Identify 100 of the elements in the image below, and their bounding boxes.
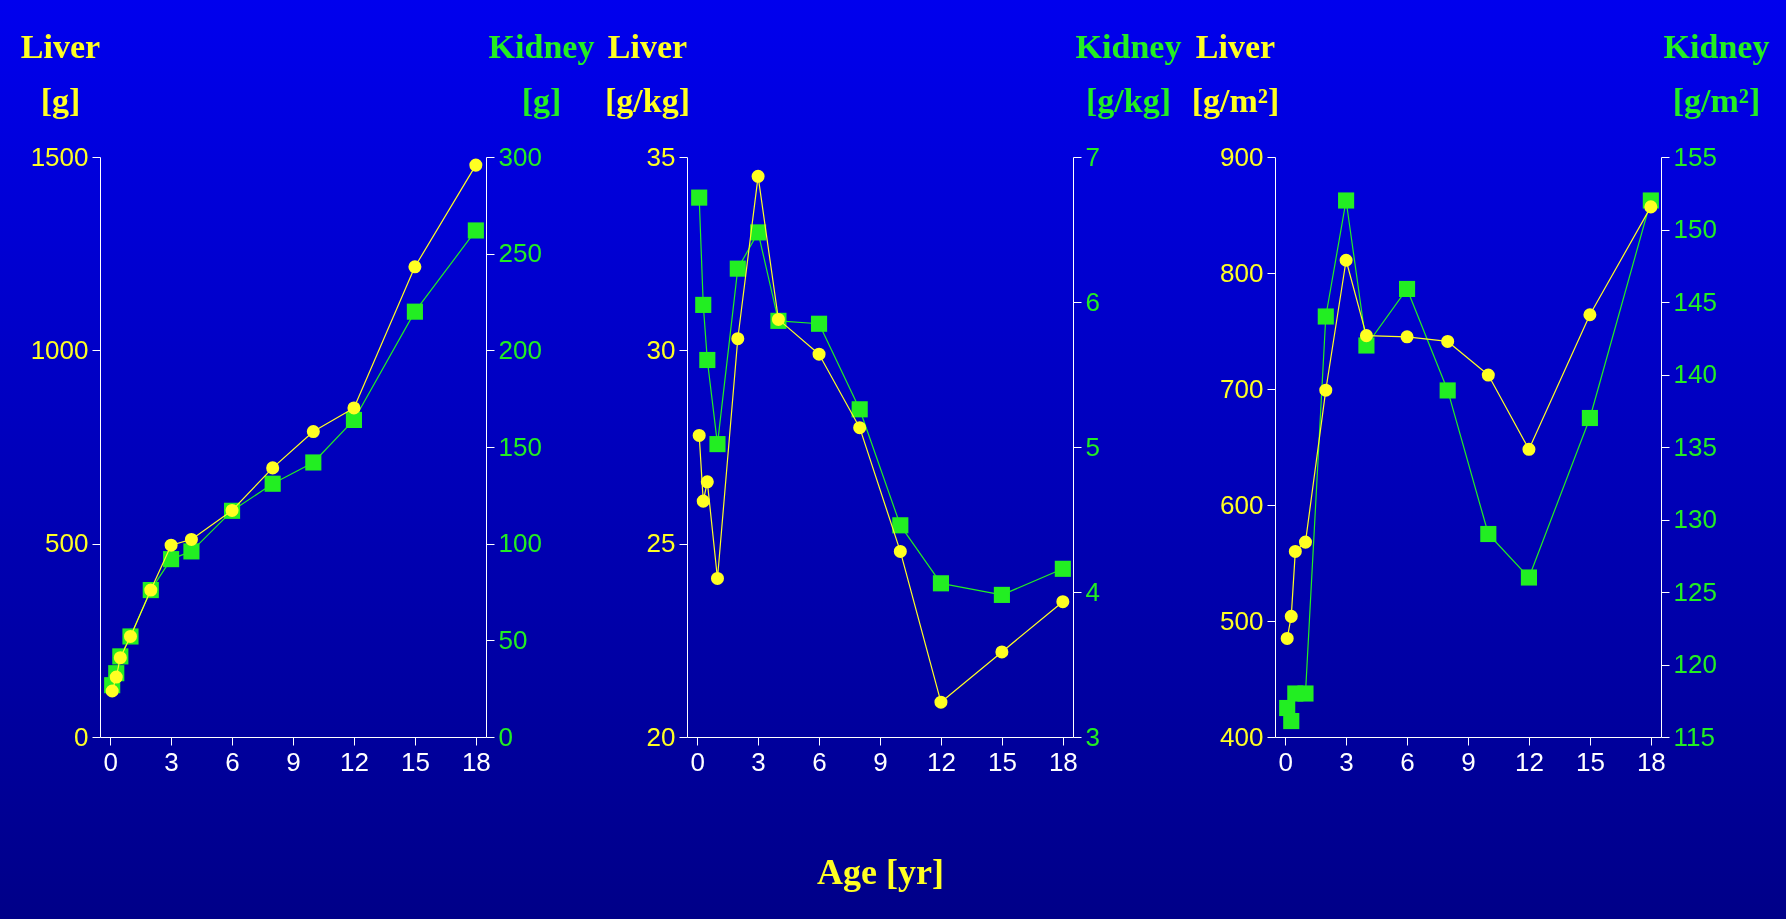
y-tick-label: 25 [646,528,676,559]
point [1644,200,1658,214]
point [729,260,746,277]
y2-tick-label: 50 [498,624,528,655]
point [1297,685,1314,702]
point [1581,409,1598,427]
y2-tick-label: 155 [1673,141,1717,172]
point [184,532,198,546]
y-tick-label: 20 [646,721,676,752]
point [1298,535,1312,549]
x-tick-label: 18 [461,746,491,777]
x-tick-label: 6 [1400,746,1415,777]
point [709,436,726,453]
y2-axis-title: Kidney [g/kg] [1075,27,1182,119]
point [692,428,706,442]
x-tick-label: 18 [1048,746,1078,777]
point [892,517,909,534]
y2-tick-label: 5 [1085,431,1100,462]
point [751,169,765,183]
point [851,401,868,418]
point [469,158,483,172]
point [1056,595,1070,609]
point [1480,525,1497,543]
point [408,260,422,274]
point [934,695,948,709]
point [1583,308,1597,322]
x-tick-label: 0 [103,746,118,777]
x-tick-label: 6 [225,746,240,777]
point [1280,631,1294,645]
y-tick-label: 500 [45,528,89,559]
y2-tick-label: 115 [1673,721,1715,752]
x-tick-label: 3 [751,746,766,777]
point [1520,569,1538,586]
point [164,538,178,552]
y2-tick-label: 150 [498,431,542,462]
y2-tick-label: 100 [498,528,542,559]
point [163,551,180,568]
point [995,645,1009,659]
point [893,544,907,558]
x-tick-label: 9 [286,746,301,777]
point [347,401,361,415]
x-tick-label: 3 [1339,746,1354,777]
point [696,494,710,508]
point [105,684,119,698]
point [1481,368,1495,382]
point [812,347,826,361]
x-tick-label: 15 [400,746,430,777]
point [810,315,828,332]
y2-tick-label: 125 [1673,576,1717,607]
y-tick-label: 600 [1220,489,1264,520]
y-tick-label: 900 [1220,141,1264,172]
point [1054,560,1071,577]
y2-tick-label: 140 [1673,359,1717,389]
x-tick-label: 15 [1575,746,1605,777]
x-tick-label: 0 [690,746,705,777]
point [710,571,724,585]
y2-tick-label: 0 [498,721,513,752]
y2-tick-label: 4 [1085,576,1100,607]
y2-tick-label: 250 [498,238,542,269]
y-axis-title: Liver [g/kg] [605,27,690,119]
y2-tick-label: 150 [1673,214,1717,244]
x-tick-label: 12 [339,746,369,777]
y-axis-title: Liver [g/m²] [1191,27,1280,119]
y2-tick-label: 145 [1673,286,1717,317]
point [699,351,716,369]
point [266,461,280,475]
point [183,543,200,560]
y2-axis-title: Kidney [g/m²] [1663,27,1770,119]
point [1398,280,1416,298]
y2-tick-label: 7 [1085,141,1100,172]
point [1339,253,1353,267]
x-tick-label: 9 [873,746,888,777]
x-tick-label: 0 [1278,746,1293,777]
y2-tick-label: 6 [1085,286,1100,317]
x-tick-label: 6 [812,746,827,777]
y2-tick-label: 120 [1673,649,1717,679]
point [1338,192,1355,209]
x-tick-label: 9 [1461,746,1476,777]
y2-tick-label: 135 [1673,431,1717,462]
y2-tick-label: 200 [498,334,542,365]
point [109,670,123,684]
point [1319,383,1333,397]
y2-tick-label: 130 [1673,504,1717,534]
y-tick-label: 30 [646,334,676,365]
y-tick-label: 1500 [30,141,89,172]
point [1288,544,1302,558]
y-tick-label: 35 [646,141,676,172]
point [345,411,363,428]
x-tick-label: 12 [1514,746,1544,777]
point [1317,308,1334,325]
x-axis-title: Age [yr] [817,851,944,892]
y-tick-label: 800 [1220,257,1264,288]
y2-tick-label: 300 [498,141,542,172]
point [853,421,867,435]
point [1359,329,1373,343]
y-tick-label: 0 [74,721,89,752]
x-tick-label: 15 [987,746,1017,777]
y-axis-title: Liver [g] [20,27,101,119]
point [306,425,320,439]
y2-axis-title: Kidney [g] [488,27,595,119]
